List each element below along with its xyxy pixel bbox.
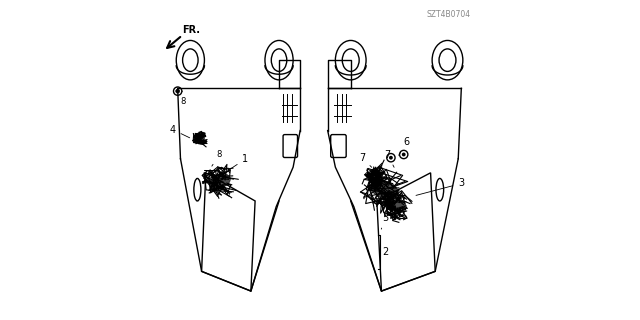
Text: 7: 7 xyxy=(385,150,394,167)
Text: 1: 1 xyxy=(228,154,248,170)
Text: SZT4B0704: SZT4B0704 xyxy=(426,10,470,19)
Circle shape xyxy=(402,153,406,156)
Ellipse shape xyxy=(369,172,381,181)
Text: 2: 2 xyxy=(382,247,388,257)
Text: 8: 8 xyxy=(212,150,222,166)
Text: FR.: FR. xyxy=(182,25,200,35)
Text: 5: 5 xyxy=(381,213,388,229)
Ellipse shape xyxy=(196,136,205,142)
Ellipse shape xyxy=(209,174,230,188)
Text: 6: 6 xyxy=(399,137,410,155)
Text: 7: 7 xyxy=(359,153,372,167)
Circle shape xyxy=(389,156,393,160)
Ellipse shape xyxy=(371,180,398,199)
Text: 3: 3 xyxy=(416,179,465,196)
Text: 4: 4 xyxy=(170,124,189,138)
Ellipse shape xyxy=(388,200,406,211)
Text: 8: 8 xyxy=(181,91,186,106)
Circle shape xyxy=(176,89,180,93)
